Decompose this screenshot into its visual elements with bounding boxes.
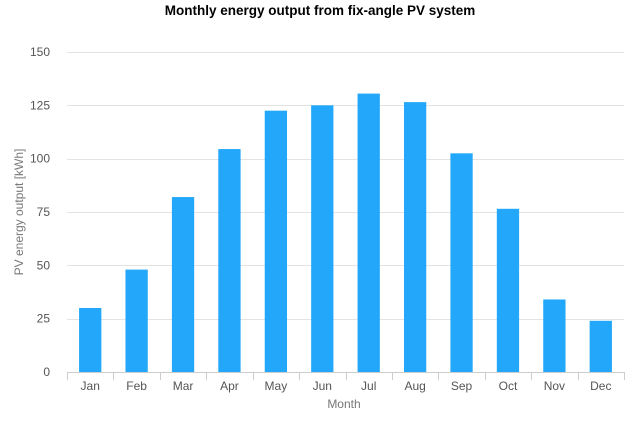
- bar-feb[interactable]: [125, 269, 148, 372]
- y-tick-labels: 0 25 50 75 100 125 150: [30, 45, 50, 379]
- x-tick-label: Jan: [81, 379, 100, 393]
- x-tick-label: Jul: [361, 379, 376, 393]
- bar-sep[interactable]: [450, 153, 473, 372]
- bar-jun[interactable]: [311, 105, 334, 372]
- x-tick-label: May: [265, 379, 288, 393]
- bar-apr[interactable]: [218, 149, 241, 372]
- chart-title: Monthly energy output from fix-angle PV …: [165, 3, 476, 18]
- x-tick-label: Nov: [544, 379, 565, 393]
- bar-mar[interactable]: [171, 197, 195, 372]
- y-tick-label: 100: [30, 152, 50, 166]
- x-tick-label: Jun: [313, 379, 332, 393]
- grid-lines: [67, 52, 624, 320]
- y-tick-label: 75: [37, 205, 51, 219]
- y-axis-label: PV energy output [kWh]: [12, 149, 26, 276]
- bar-nov[interactable]: [543, 299, 566, 372]
- axes: [67, 372, 625, 380]
- x-tick-labels: Jan Feb Mar Apr May Jun Jul Aug Sep Oct Nov Dec: [81, 379, 612, 393]
- x-tick-label: Apr: [220, 379, 239, 393]
- x-tick-label: Dec: [590, 379, 611, 393]
- x-axis-label: Month: [327, 397, 360, 411]
- bars: [79, 93, 612, 373]
- bar-dec[interactable]: [589, 320, 612, 372]
- x-tick-label: Mar: [173, 379, 194, 393]
- y-tick-label: 125: [30, 98, 50, 112]
- y-tick-label: 50: [37, 258, 51, 272]
- x-tick-label: Oct: [499, 379, 518, 393]
- bar-jul[interactable]: [357, 93, 380, 372]
- bar-jan[interactable]: [79, 308, 102, 372]
- bar-may[interactable]: [264, 110, 288, 373]
- x-tick-label: Aug: [404, 379, 425, 393]
- x-tick-label: Sep: [451, 379, 473, 393]
- x-tick-label: Feb: [126, 379, 147, 393]
- y-tick-label: 150: [30, 45, 50, 59]
- y-tick-label: 25: [37, 312, 51, 326]
- y-tick-label: 0: [43, 365, 50, 379]
- bar-aug[interactable]: [403, 102, 427, 372]
- bar-oct[interactable]: [496, 208, 520, 372]
